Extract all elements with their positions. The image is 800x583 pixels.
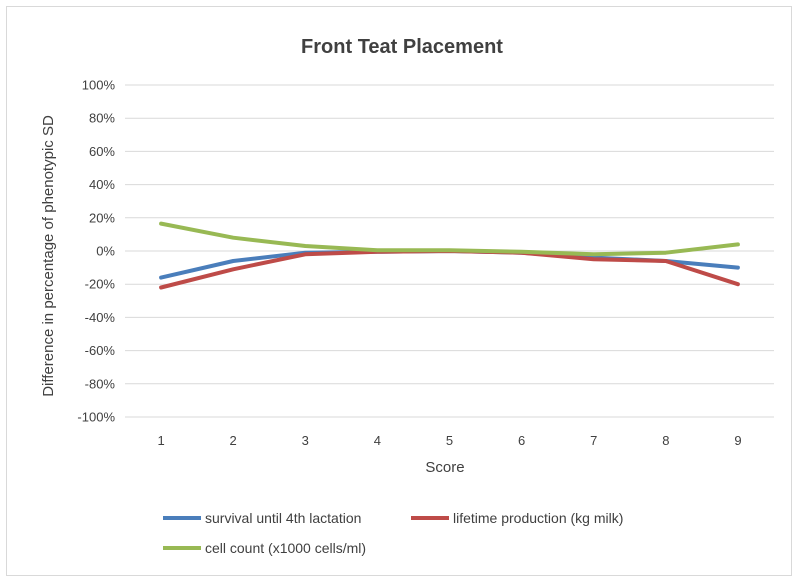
legend-label: lifetime production (kg milk) — [453, 510, 623, 526]
y-tick-label: 80% — [89, 111, 115, 126]
y-tick-label: 40% — [89, 177, 115, 192]
legend: survival until 4th lactation lifetime pro… — [163, 510, 623, 556]
y-tick-label: 100% — [82, 78, 116, 93]
x-tick-label: 4 — [374, 433, 381, 448]
x-tick-label: 5 — [446, 433, 453, 448]
y-tick-label: -100% — [77, 410, 115, 425]
y-tick-label: -20% — [85, 277, 116, 292]
x-tick-label: 8 — [662, 433, 669, 448]
y-tick-label: 20% — [89, 210, 115, 225]
y-tick-label: 0% — [96, 244, 115, 259]
x-axis-ticks: 1 2 3 4 5 6 7 8 9 — [157, 433, 741, 448]
legend-item: cell count (x1000 cells/ml) — [163, 540, 366, 556]
y-tick-label: -40% — [85, 310, 116, 325]
y-tick-label: 60% — [89, 144, 115, 159]
legend-label: survival until 4th lactation — [205, 510, 361, 526]
chart-title: Front Teat Placement — [301, 36, 503, 58]
x-tick-label: 6 — [518, 433, 525, 448]
series-line-2 — [159, 249, 740, 290]
y-tick-label: -60% — [85, 343, 116, 358]
legend-item: lifetime production (kg milk) — [411, 510, 623, 526]
y-tick-label: -80% — [85, 376, 116, 391]
x-tick-label: 7 — [590, 433, 597, 448]
x-tick-label: 9 — [734, 433, 741, 448]
y-axis-ticks: 100% 80% 60% 40% 20% 0% -20% -40% -60% -80% -100% — [77, 78, 115, 425]
y-axis-title: Difference in percentage of phenotypic S… — [40, 115, 57, 397]
legend-label: cell count (x1000 cells/ml) — [205, 540, 366, 556]
series-line-3 — [159, 221, 740, 257]
legend-item: survival until 4th lactation — [163, 510, 361, 526]
series-lines — [159, 221, 740, 290]
x-tick-label: 2 — [230, 433, 237, 448]
x-axis-title: Score — [425, 459, 464, 476]
x-tick-label: 1 — [157, 433, 164, 448]
line-chart: Front Teat Placement 100% 80% 60% 40% 20% 0% -… — [40, 36, 774, 556]
x-tick-label: 3 — [302, 433, 309, 448]
chart-area: Front Teat Placement 100% 80% 60% 40% 20% 0% -… — [6, 6, 792, 576]
